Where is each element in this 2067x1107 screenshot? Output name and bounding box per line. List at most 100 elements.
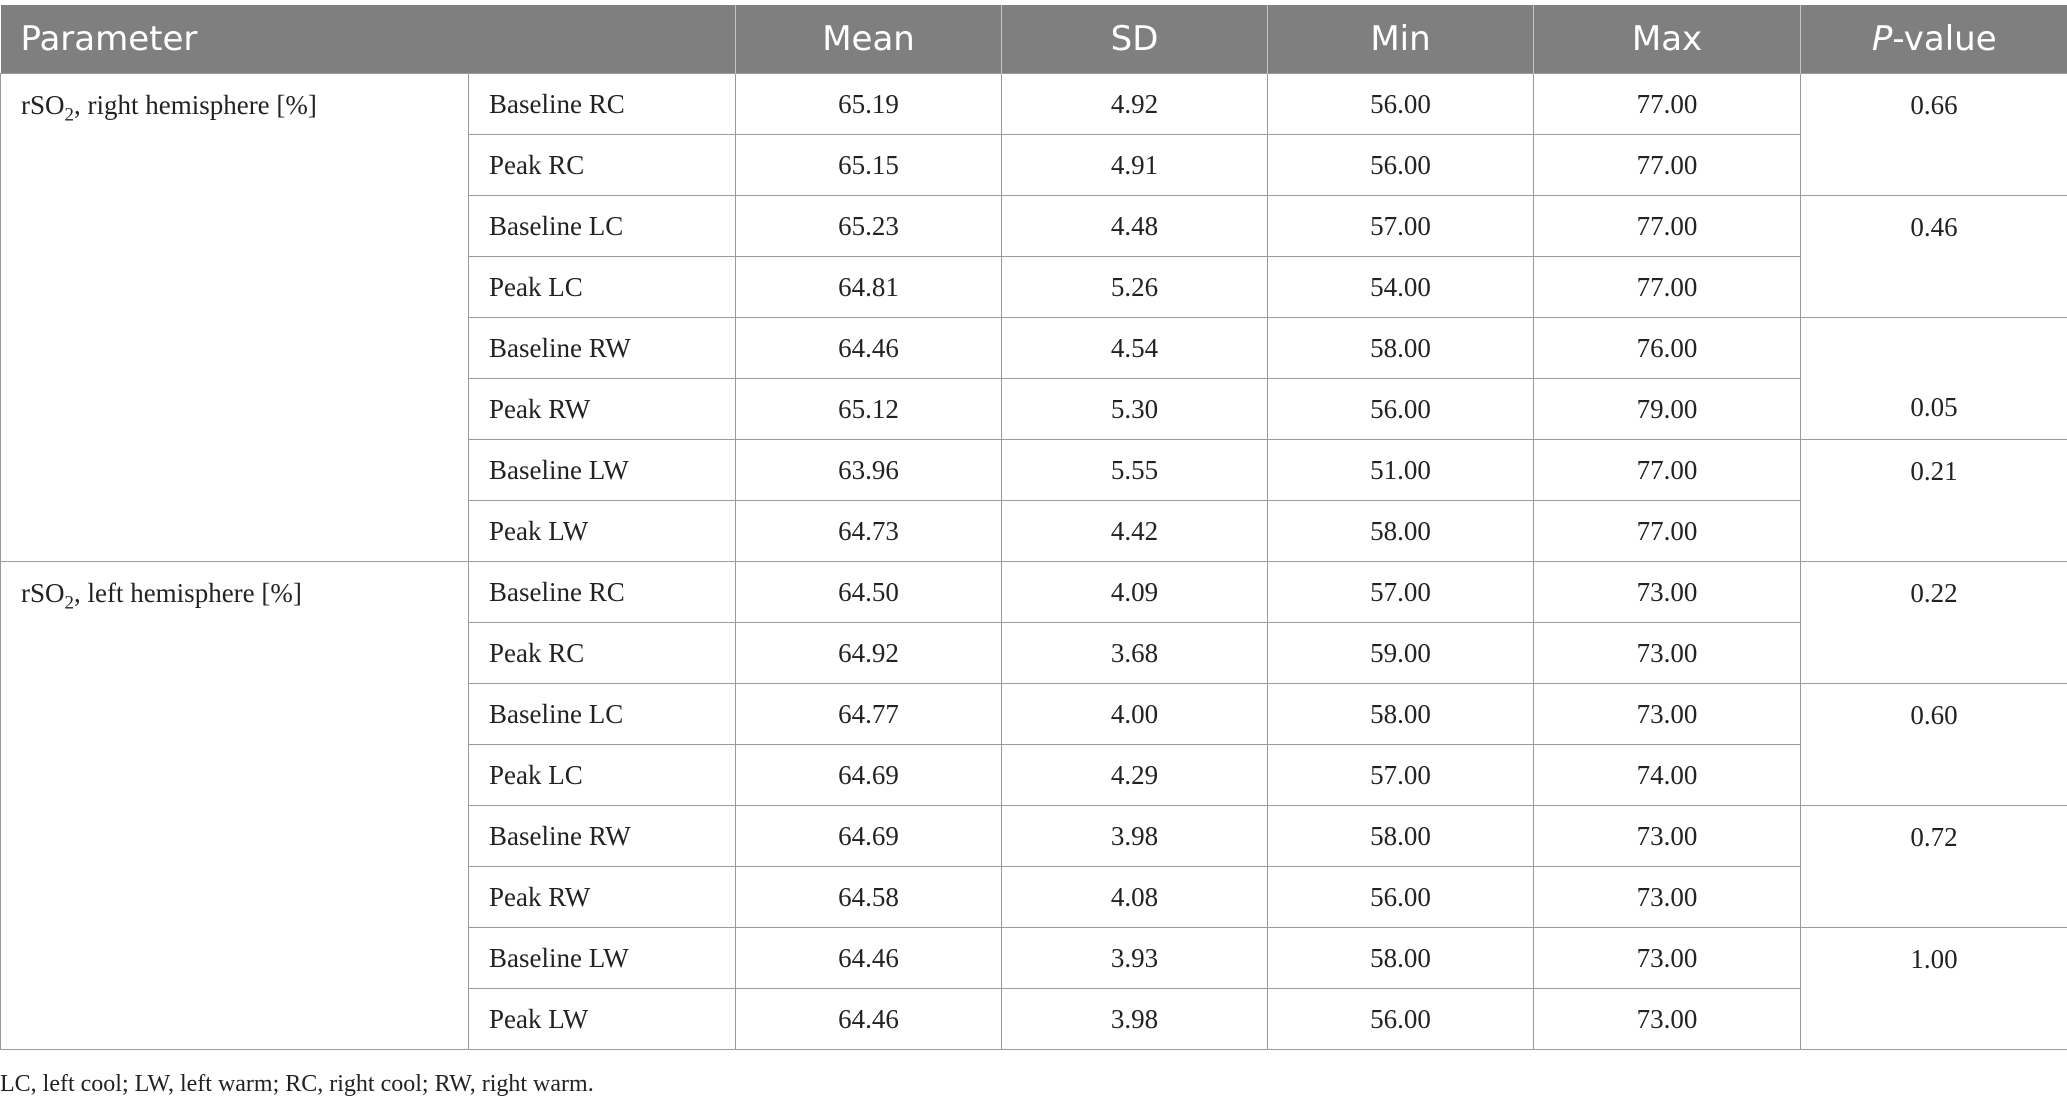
max-cell: 77.00: [1533, 73, 1802, 135]
p-value-cell: 0.22: [1800, 561, 2067, 684]
max-cell: 76.00: [1533, 317, 1802, 379]
min-cell: 57.00: [1267, 195, 1535, 257]
sd-cell: 4.48: [1001, 195, 1269, 257]
min-cell: 56.00: [1267, 378, 1535, 440]
condition-cell: Baseline RW: [467, 317, 737, 379]
header-sd: SD: [1001, 5, 1269, 74]
table-row: Baseline RW 64.69 3.98 58.00 73.00 0.72: [1, 805, 2067, 928]
condition-cell: Baseline LC: [467, 683, 737, 745]
min-cell: 56.00: [1267, 73, 1535, 135]
condition-cell: Baseline LC: [467, 195, 737, 257]
condition-cell: Peak RC: [467, 134, 737, 196]
results-table: Parameter Mean SD Min Max P-value rSO2, …: [0, 5, 2067, 1050]
sd-cell: 4.54: [1001, 317, 1269, 379]
sd-cell: 4.09: [1001, 561, 1269, 623]
mean-cell: 64.46: [735, 988, 1003, 1050]
mean-cell: 65.19: [735, 73, 1003, 135]
max-cell: 77.00: [1533, 195, 1802, 257]
table-row: Peak LW 64.46 3.98 56.00 73.00: [1, 988, 2067, 1050]
sd-cell: 3.98: [1001, 805, 1269, 867]
condition-cell: Peak LW: [467, 500, 737, 562]
table-row: rSO2, left hemisphere [%] Baseline RC 64…: [0, 561, 2067, 1050]
p-value-cell: 0.05: [1800, 317, 2067, 440]
sd-cell: 4.00: [1001, 683, 1269, 745]
max-cell: 73.00: [1533, 805, 1802, 867]
min-cell: 56.00: [1267, 134, 1535, 196]
p-value-cell: 0.46: [1800, 195, 2067, 318]
p-value-cell: 0.60: [1800, 683, 2067, 806]
condition-cell: Peak LW: [467, 988, 737, 1050]
sd-cell: 5.30: [1001, 378, 1269, 440]
min-cell: 58.00: [1267, 500, 1535, 562]
min-cell: 56.00: [1267, 866, 1535, 928]
p-value-cell: 0.21: [1800, 439, 2067, 562]
table-row: Peak LC 64.81 5.26 54.00 77.00: [1, 256, 2067, 318]
min-cell: 59.00: [1267, 622, 1535, 684]
max-cell: 79.00: [1533, 378, 1802, 440]
min-cell: 58.00: [1267, 317, 1535, 379]
sd-cell: 4.29: [1001, 744, 1269, 806]
sd-cell: 4.08: [1001, 866, 1269, 928]
condition-cell: Baseline RC: [467, 561, 737, 623]
sd-cell: 5.26: [1001, 256, 1269, 318]
max-cell: 77.00: [1533, 500, 1802, 562]
sd-cell: 4.91: [1001, 134, 1269, 196]
header-p-italic: P: [1871, 19, 1893, 59]
mean-cell: 64.50: [735, 561, 1003, 623]
mean-cell: 64.69: [735, 744, 1003, 806]
min-cell: 58.00: [1267, 683, 1535, 745]
condition-cell: Baseline RW: [467, 805, 737, 867]
condition-cell: Baseline LW: [467, 439, 737, 501]
header-min: Min: [1267, 5, 1535, 74]
table-row: Baseline LC 64.77 4.00 58.00 73.00 0.60: [1, 683, 2067, 806]
mean-cell: 65.12: [735, 378, 1003, 440]
min-cell: 54.00: [1267, 256, 1535, 318]
mean-cell: 64.46: [735, 317, 1003, 379]
table-row: Peak RW 65.12 5.30 56.00 79.00: [1, 378, 2067, 440]
max-cell: 77.00: [1533, 134, 1802, 196]
max-cell: 77.00: [1533, 256, 1802, 318]
mean-cell: 64.77: [735, 683, 1003, 745]
header-mean: Mean: [735, 5, 1003, 74]
min-cell: 56.00: [1267, 988, 1535, 1050]
mean-cell: 64.81: [735, 256, 1003, 318]
max-cell: 73.00: [1533, 927, 1802, 989]
max-cell: 73.00: [1533, 683, 1802, 745]
max-cell: 74.00: [1533, 744, 1802, 806]
header-p-value: P-value: [1800, 5, 2067, 74]
header-parameter: Parameter: [0, 5, 737, 74]
table-row: Baseline LC 65.23 4.48 57.00 77.00 0.46: [1, 195, 2067, 318]
table-row: rSO2, right hemisphere [%] Baseline RC 6…: [0, 73, 2067, 562]
mean-cell: 64.73: [735, 500, 1003, 562]
max-cell: 73.00: [1533, 988, 1802, 1050]
table-row: Peak RW 64.58 4.08 56.00 73.00: [1, 866, 2067, 928]
min-cell: 58.00: [1267, 927, 1535, 989]
min-cell: 51.00: [1267, 439, 1535, 501]
min-cell: 57.00: [1267, 744, 1535, 806]
p-value-cell: 0.66: [1800, 73, 2067, 196]
mean-cell: 63.96: [735, 439, 1003, 501]
mean-cell: 65.23: [735, 195, 1003, 257]
table-row: Peak LC 64.69 4.29 57.00 74.00: [1, 744, 2067, 806]
sd-cell: 4.42: [1001, 500, 1269, 562]
condition-cell: Peak RW: [467, 378, 737, 440]
table-row: Peak LW 64.73 4.42 58.00 77.00: [1, 500, 2067, 562]
p-value-cell: 1.00: [1800, 927, 2067, 1050]
mean-cell: 65.15: [735, 134, 1003, 196]
min-cell: 58.00: [1267, 805, 1535, 867]
condition-cell: Peak RC: [467, 622, 737, 684]
table-row: Peak RC 64.92 3.68 59.00 73.00: [1, 622, 2067, 684]
condition-cell: Peak LC: [467, 256, 737, 318]
min-cell: 57.00: [1267, 561, 1535, 623]
p-value-cell: 0.72: [1800, 805, 2067, 928]
sd-cell: 3.68: [1001, 622, 1269, 684]
max-cell: 73.00: [1533, 866, 1802, 928]
condition-cell: Baseline RC: [467, 73, 737, 135]
mean-cell: 64.92: [735, 622, 1003, 684]
table-row: Baseline LW 64.46 3.93 58.00 73.00 1.00: [1, 927, 2067, 1050]
sd-cell: 4.92: [1001, 73, 1269, 135]
condition-cell: Peak LC: [467, 744, 737, 806]
sd-cell: 3.98: [1001, 988, 1269, 1050]
table-row: Baseline RW 64.46 4.54 58.00 76.00 0.05: [1, 317, 2067, 440]
sd-cell: 3.93: [1001, 927, 1269, 989]
